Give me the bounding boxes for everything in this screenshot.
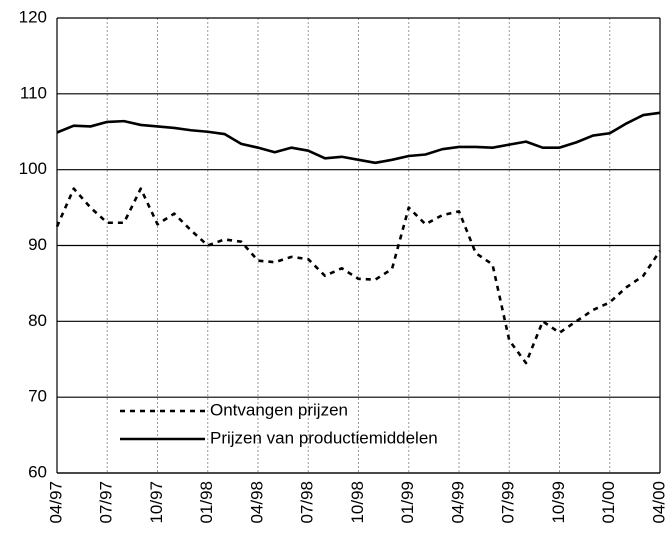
x-tick-label: 07/99 <box>499 481 518 524</box>
y-tick-label: 70 <box>28 387 47 406</box>
x-tick-label: 04/00 <box>649 481 666 524</box>
y-tick-label: 60 <box>28 462 47 481</box>
x-tick-label: 04/97 <box>46 481 65 524</box>
y-tick-label: 100 <box>19 159 47 178</box>
y-tick-label: 80 <box>28 311 47 330</box>
x-tick-label: 10/97 <box>147 481 166 524</box>
series-line <box>56 111 661 165</box>
x-tick-label: 07/98 <box>298 481 317 524</box>
x-tick-label: 07/97 <box>97 481 116 524</box>
x-tick-label: 01/98 <box>197 481 216 524</box>
legend-label: Prijzen van productiemiddelen <box>210 428 438 447</box>
legend-label: Ontvangen prijzen <box>210 400 348 419</box>
y-tick-label: 110 <box>20 83 47 102</box>
x-tick-label: 01/99 <box>398 481 417 524</box>
series-line <box>55 187 662 365</box>
x-tick-label: 04/98 <box>247 481 266 524</box>
y-tick-label: 90 <box>28 235 47 254</box>
x-tick-label: 01/00 <box>599 481 618 524</box>
y-tick-label: 120 <box>19 7 47 26</box>
x-tick-label: 10/99 <box>549 481 568 524</box>
x-tick-label: 10/98 <box>348 481 367 524</box>
x-tick-label: 04/99 <box>448 481 467 524</box>
